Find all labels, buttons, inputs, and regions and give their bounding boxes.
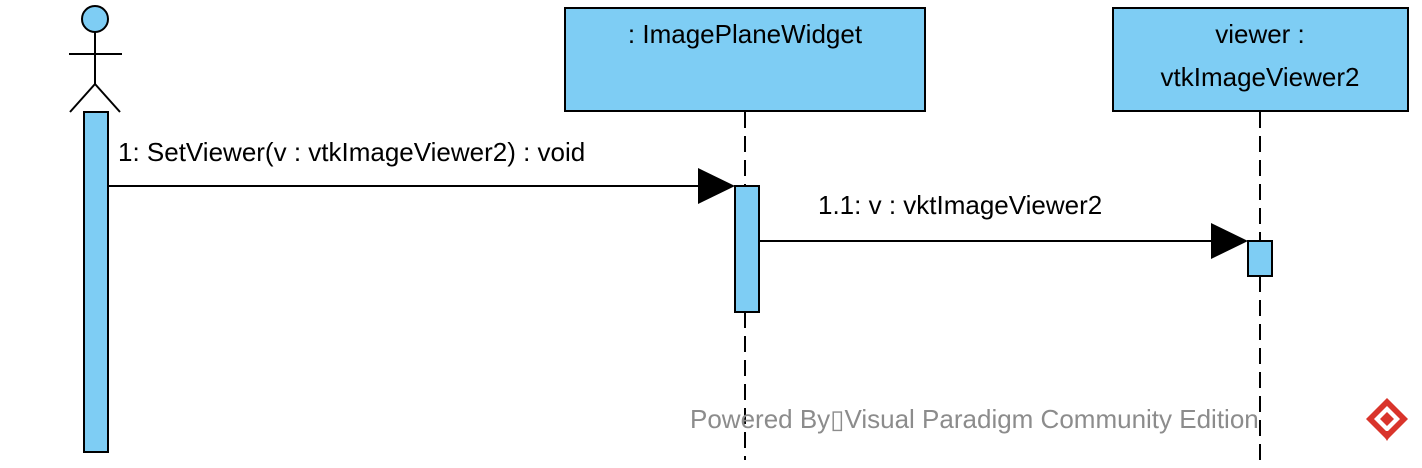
watermark-text: Powered By▯Visual Paradigm Community Edi… <box>690 404 1259 434</box>
message-1-1-arrowhead <box>1211 223 1248 259</box>
message-1-arrowhead <box>698 168 735 204</box>
viewer-object-label-line2: vtkImageViewer2 <box>1161 62 1360 92</box>
widget-object-label: : ImagePlaneWidget <box>628 19 863 49</box>
actor-left-leg <box>69 83 96 113</box>
viewer-object-label-line1: viewer : <box>1215 19 1305 49</box>
actor-head <box>81 5 109 33</box>
message-1-1[interactable]: 1.1: v : vktImageViewer2 <box>759 190 1248 259</box>
actor-right-leg <box>94 83 121 113</box>
actor-activation-bar <box>83 111 109 453</box>
viewer-activation-bar <box>1247 240 1273 277</box>
widget-lifeline[interactable]: : ImagePlaneWidget <box>564 7 926 460</box>
widget-object-box[interactable] <box>564 7 926 112</box>
widget-activation-bar <box>734 185 760 313</box>
message-1-1-label: 1.1: v : vktImageViewer2 <box>818 190 1102 220</box>
visual-paradigm-logo-icon <box>1366 398 1408 441</box>
viewer-lifeline[interactable]: viewer : vtkImageViewer2 <box>1112 7 1409 460</box>
actor-lifeline[interactable] <box>69 5 122 453</box>
message-1-label: 1: SetViewer(v : vtkImageViewer2) : void <box>118 137 585 167</box>
watermark: Powered By▯Visual Paradigm Community Edi… <box>690 398 1408 441</box>
viewer-object-box[interactable] <box>1112 7 1409 112</box>
message-1[interactable]: 1: SetViewer(v : vtkImageViewer2) : void <box>108 137 735 204</box>
